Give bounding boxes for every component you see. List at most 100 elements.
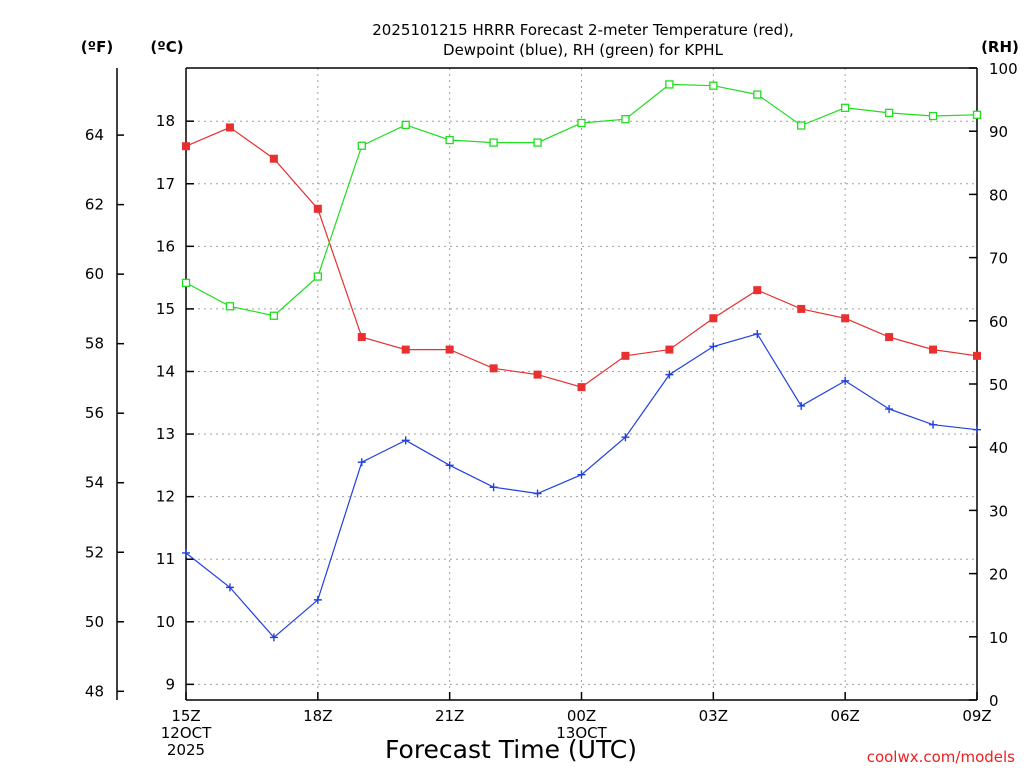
data-point	[577, 118, 586, 128]
data-point	[709, 342, 718, 351]
celsius-tick-label: 9	[165, 675, 175, 693]
data-point	[313, 595, 322, 604]
data-point	[313, 272, 322, 281]
fahrenheit-tick-label: 64	[85, 126, 104, 144]
data-point	[753, 90, 762, 99]
data-point	[885, 333, 894, 342]
celsius-tick-label: 16	[156, 237, 175, 255]
data-point	[621, 351, 630, 360]
data-point	[269, 633, 278, 642]
data-point	[841, 103, 850, 112]
data-point	[225, 302, 235, 311]
data-point	[489, 483, 498, 492]
rh-tick-label: 0	[989, 692, 999, 710]
celsius-tick-label: 18	[156, 112, 175, 130]
fahrenheit-tick-label: 54	[85, 474, 104, 492]
rh-tick-label: 10	[989, 629, 1008, 647]
x-tick-label: 09Z	[962, 707, 991, 725]
rh-tick-label: 40	[989, 439, 1008, 457]
rh-tick-label: 50	[989, 376, 1008, 394]
celsius-tick-label: 14	[156, 362, 175, 380]
data-point	[445, 461, 454, 470]
data-point	[973, 425, 981, 434]
rh-tick-label: 100	[989, 60, 1018, 78]
data-point	[489, 364, 498, 373]
data-point	[841, 376, 850, 385]
celsius-tick-label: 15	[156, 300, 175, 318]
celsius-tick-label: 11	[156, 550, 175, 568]
data-point	[797, 121, 806, 130]
data-point	[225, 583, 234, 592]
x-tick-label: 2025	[167, 741, 205, 759]
celsius-tick-label: 12	[156, 488, 175, 506]
x-tick-label: 12OCT	[161, 724, 212, 742]
series-2-meter-temperature	[182, 123, 981, 392]
x-tick-label: 00Z	[567, 707, 596, 725]
data-point	[797, 401, 806, 410]
data-point	[533, 489, 542, 498]
rh-tick-label: 90	[989, 123, 1008, 141]
series-dewpoint	[182, 329, 981, 642]
data-point	[665, 80, 674, 89]
chart-title-line-1: 2025101215 HRRR Forecast 2-meter Tempera…	[372, 21, 793, 39]
data-point	[489, 138, 498, 147]
rh-tick-label: 30	[989, 502, 1008, 520]
data-point	[577, 470, 586, 479]
fahrenheit-tick-label: 52	[85, 543, 104, 561]
x-tick-label: 13OCT	[556, 724, 607, 742]
series-rh	[181, 80, 982, 320]
chart-title-line-2: Dewpoint (blue), RH (green) for KPHL	[443, 41, 724, 59]
data-point	[269, 311, 279, 320]
data-point	[884, 108, 894, 118]
data-point	[973, 351, 981, 360]
data-point	[665, 345, 674, 354]
data-point	[313, 204, 322, 213]
data-point	[269, 154, 278, 163]
x-tick-label: 15Z	[171, 707, 200, 725]
data-point	[929, 345, 938, 354]
celsius-tick-label: 13	[156, 425, 175, 443]
data-point	[972, 110, 982, 119]
x-axis-label: Forecast Time (UTC)	[385, 735, 637, 764]
data-point	[401, 120, 410, 130]
x-tick-label: 18Z	[303, 707, 332, 725]
data-point	[797, 304, 806, 313]
celsius-tick-label: 17	[156, 175, 175, 193]
fahrenheit-tick-label: 58	[85, 335, 104, 353]
data-point	[929, 420, 938, 429]
data-point	[621, 433, 630, 442]
data-point	[445, 135, 454, 145]
series-line	[185, 126, 978, 388]
rh-tick-label: 60	[989, 313, 1008, 331]
data-point	[533, 370, 542, 379]
rh-tick-label: 70	[989, 250, 1008, 268]
celsius-tick-label: 10	[156, 613, 175, 631]
rh-unit-label: (RH)	[981, 38, 1019, 56]
data-point	[621, 115, 630, 124]
data-point	[357, 141, 366, 150]
data-point	[928, 111, 938, 121]
data-point	[753, 329, 762, 338]
data-point	[533, 138, 542, 147]
data-point	[182, 548, 190, 557]
rh-tick-label: 20	[989, 566, 1008, 584]
data-point	[445, 345, 454, 354]
x-tick-label: 21Z	[435, 707, 464, 725]
data-point	[885, 405, 894, 414]
series-group	[181, 80, 982, 642]
fahrenheit-tick-label: 48	[85, 682, 104, 700]
x-tick-label: 06Z	[830, 707, 859, 725]
rh-tick-label: 80	[989, 186, 1008, 204]
data-point	[357, 333, 366, 342]
data-point	[357, 458, 366, 467]
data-point	[225, 123, 234, 132]
fahrenheit-tick-label: 60	[85, 265, 104, 283]
axes: 9 10 11 12 13 14 15 16 17 18 48 50 52 54 56 58 60 62 64 0 10…	[85, 60, 1018, 759]
data-point	[665, 370, 674, 379]
fahrenheit-tick-label: 50	[85, 613, 104, 631]
data-point	[181, 278, 191, 288]
data-point	[709, 81, 718, 90]
data-point	[401, 436, 410, 445]
celsius-unit-label: (ºC)	[150, 38, 183, 56]
